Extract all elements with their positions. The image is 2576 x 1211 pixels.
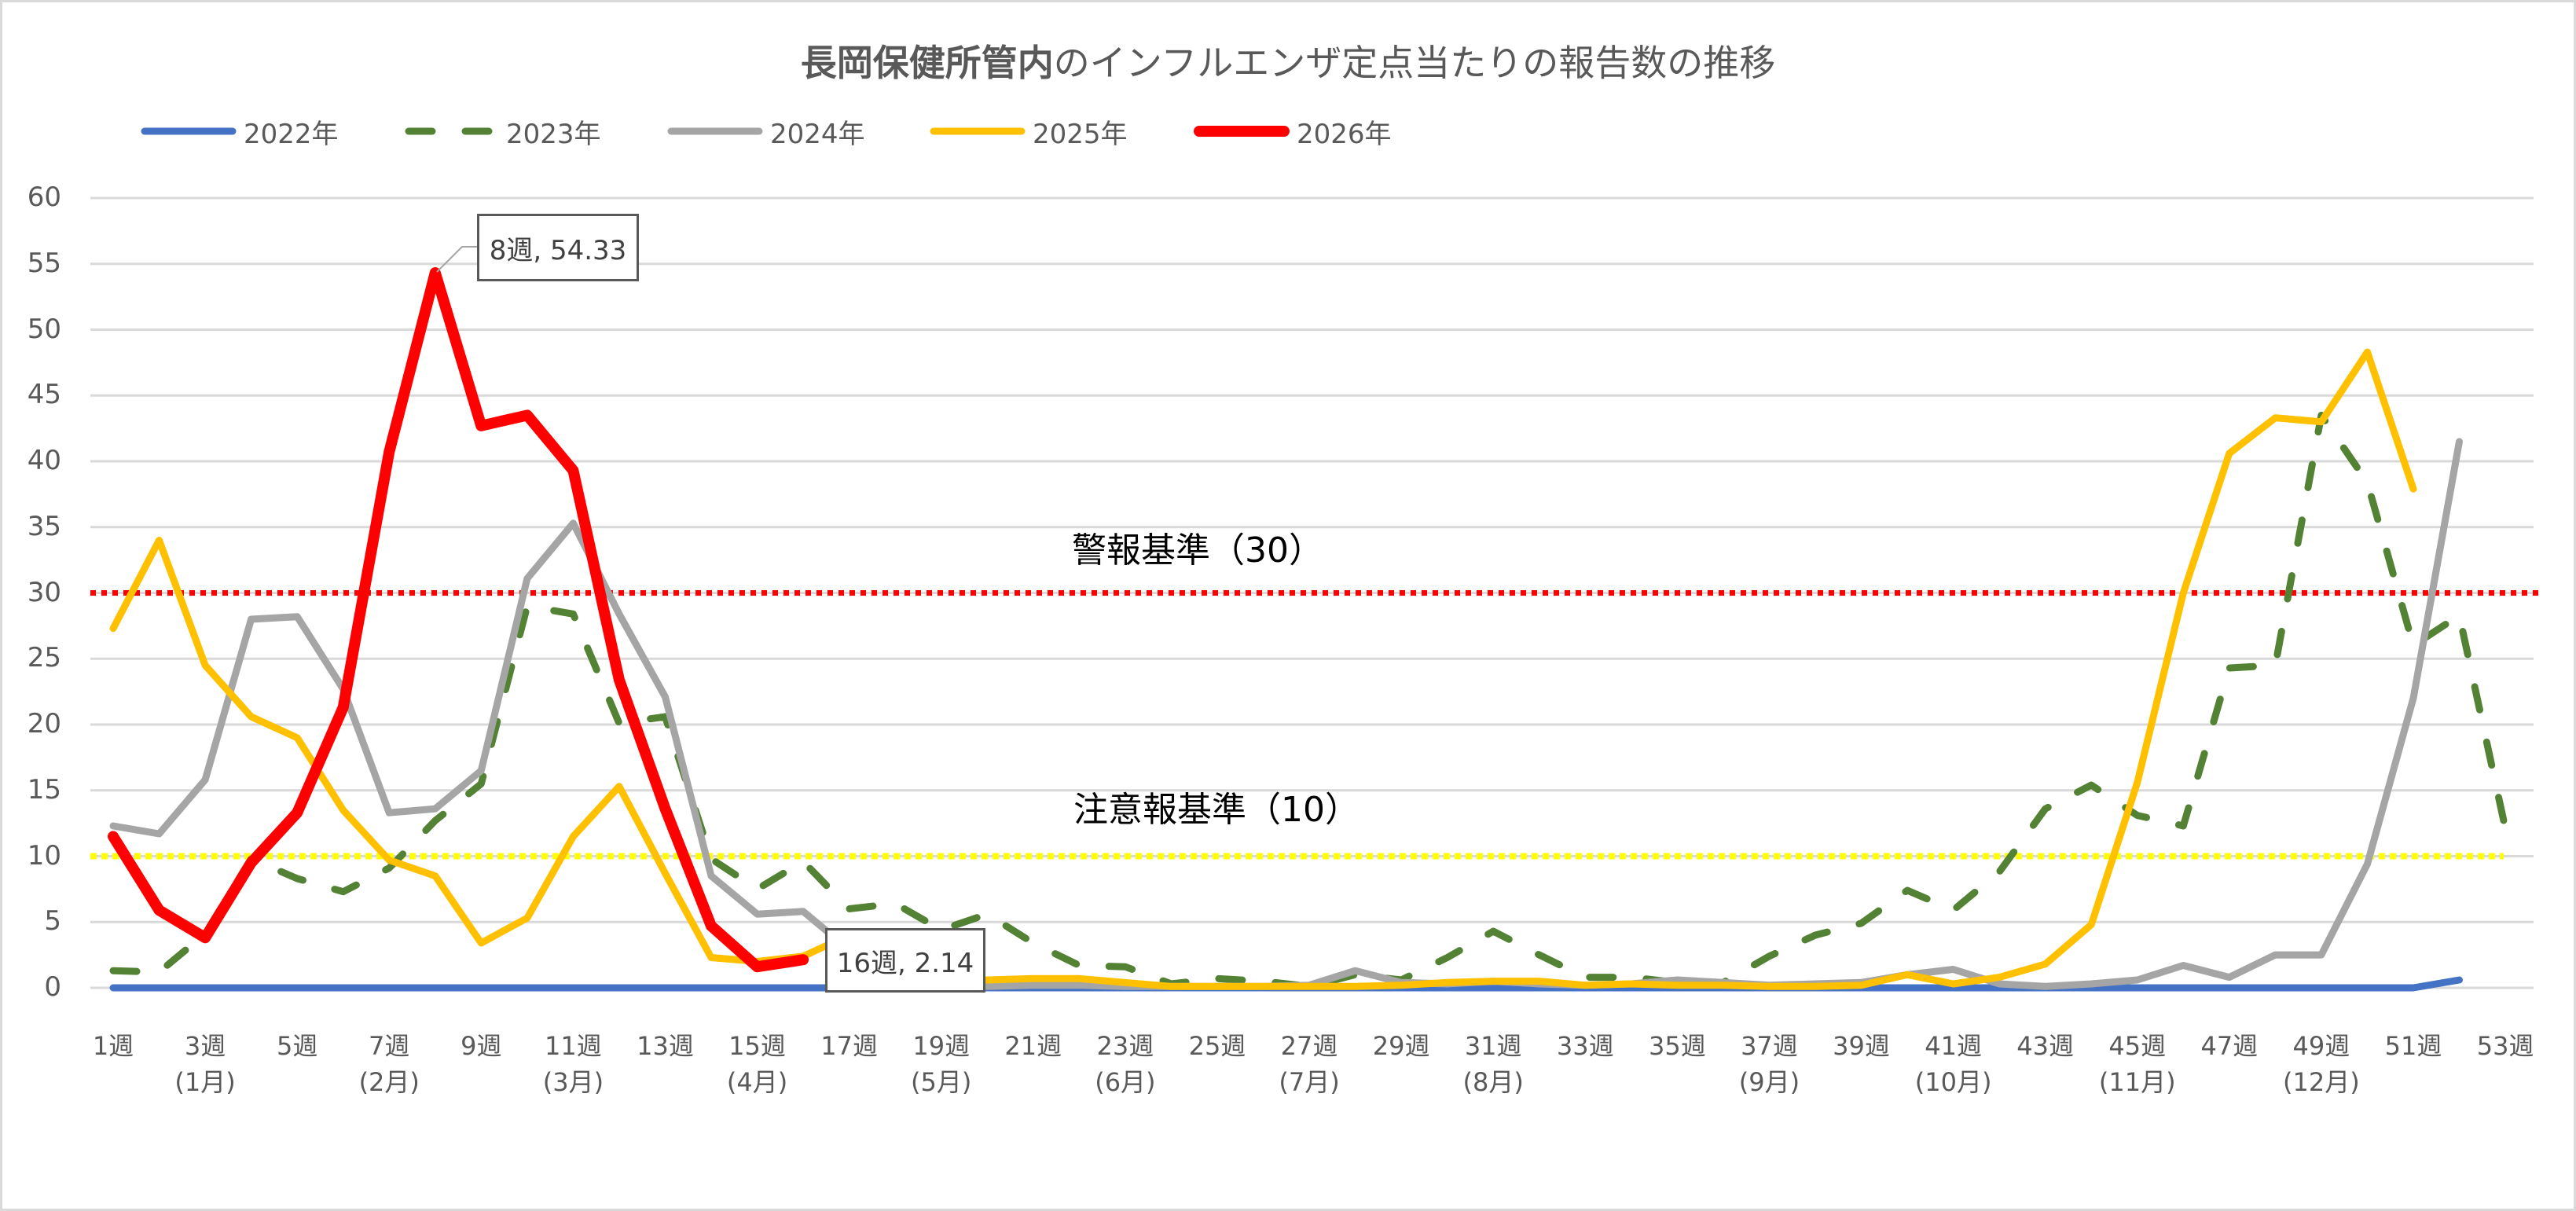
chart-title-bold: 長岡保健所管内 (800, 42, 1054, 84)
x-tick-label: 53週 (2476, 1031, 2534, 1061)
legend-line-icon (667, 127, 763, 135)
x-tick-label: 41週 (1925, 1031, 1982, 1061)
month-label: (12月) (2283, 1067, 2360, 1097)
legend-item-2025[interactable]: 2025年 (929, 113, 1128, 150)
x-tick-label: 9週 (461, 1031, 502, 1061)
legend-item-2023[interactable]: 2023年 (402, 113, 601, 150)
x-tick-label: 49週 (2292, 1031, 2350, 1061)
x-tick-label: 25週 (1188, 1031, 1246, 1061)
x-tick-label: 47週 (2200, 1031, 2259, 1061)
legend-label: 2023年 (506, 118, 601, 150)
x-tick-label: 15週 (728, 1031, 786, 1061)
x-tick-label: 3週 (184, 1031, 226, 1061)
y-tick-label: 50 (27, 313, 61, 345)
month-label: (7月) (1279, 1067, 1340, 1097)
y-tick-label: 30 (27, 576, 61, 608)
x-tick-label: 17週 (820, 1031, 878, 1061)
x-tick-label: 43週 (2016, 1031, 2075, 1061)
y-tick-label: 55 (27, 247, 61, 279)
legend-label: 2025年 (1033, 118, 1128, 150)
peak-callout: 8週, 54.33 (477, 214, 639, 281)
chart-title: 長岡保健所管内のインフルエンザ定点当たりの報告数の推移 (0, 35, 2576, 86)
series-line-2023 (109, 411, 2509, 990)
month-label: (5月) (911, 1067, 972, 1097)
latest-callout: 16週, 2.14 (825, 928, 985, 993)
x-tick-label: 13週 (637, 1031, 694, 1061)
x-tick-label: 33週 (1556, 1031, 1614, 1061)
legend-item-2022[interactable]: 2022年 (140, 113, 339, 150)
x-tick-label: 11週 (545, 1031, 602, 1061)
series-line-2026 (108, 267, 809, 973)
y-tick-label: 35 (27, 510, 61, 542)
y-tick-label: 40 (27, 445, 61, 476)
y-tick-label: 15 (27, 773, 61, 805)
callout-leader-line (436, 246, 477, 273)
legend-line-icon (1194, 126, 1290, 137)
month-label: (3月) (542, 1067, 604, 1097)
x-tick-label: 23週 (1096, 1031, 1154, 1061)
data-series (108, 267, 2509, 992)
x-tick-label: 7週 (369, 1031, 410, 1061)
legend-label: 2024年 (770, 118, 865, 150)
x-tick-label: 27週 (1280, 1031, 1338, 1061)
y-tick-label: 45 (27, 379, 61, 411)
legend-line-icon (930, 127, 1026, 135)
month-label: (1月) (174, 1067, 236, 1097)
legend-label: 2022年 (244, 118, 339, 150)
x-tick-label: 21週 (1004, 1031, 1062, 1061)
x-tick-label: 19週 (912, 1031, 971, 1061)
chart-title-rest: のインフルエンザ定点当たりの報告数の推移 (1053, 42, 1776, 84)
month-label: (4月) (726, 1067, 788, 1097)
x-tick-label: 45週 (2108, 1031, 2167, 1061)
x-tick-label: 35週 (1648, 1031, 1706, 1061)
x-tick-label: 39週 (1833, 1031, 1890, 1061)
legend-item-2024[interactable]: 2024年 (666, 113, 865, 150)
legend-dashed-line-icon (405, 127, 499, 135)
y-tick-label: 10 (27, 839, 61, 872)
series-line-2025 (109, 348, 2417, 990)
y-tick-label: 5 (44, 905, 61, 938)
legend-item-2026[interactable]: 2026年 (1193, 113, 1392, 150)
warning-threshold-label: 警報基準（30） (1072, 530, 1323, 571)
x-tick-label: 51週 (2384, 1031, 2442, 1061)
x-tick-label: 37週 (1741, 1031, 1798, 1061)
month-label: (2月) (358, 1067, 420, 1097)
y-tick-label: 20 (27, 708, 61, 739)
month-label: (9月) (1738, 1067, 1800, 1097)
x-tick-label: 5週 (276, 1031, 318, 1061)
month-label: (8月) (1462, 1067, 1524, 1097)
month-label: (6月) (1095, 1067, 1156, 1097)
month-label: (11月) (2098, 1067, 2176, 1097)
legend-label: 2026年 (1297, 118, 1392, 150)
reference-lines (90, 590, 2541, 860)
y-tick-label: 25 (27, 642, 61, 674)
legend-line-icon (141, 127, 237, 135)
month-label: (10月) (1914, 1067, 1992, 1097)
x-tick-label: 29週 (1372, 1031, 1430, 1061)
x-tick-label: 1週 (92, 1031, 134, 1061)
y-tick-label: 0 (44, 971, 61, 1003)
x-tick-label: 31週 (1464, 1031, 1522, 1061)
advisory-threshold-label: 注意報基準（10） (1073, 790, 1360, 830)
y-tick-label: 60 (27, 182, 61, 213)
callout-leaders (436, 246, 477, 273)
